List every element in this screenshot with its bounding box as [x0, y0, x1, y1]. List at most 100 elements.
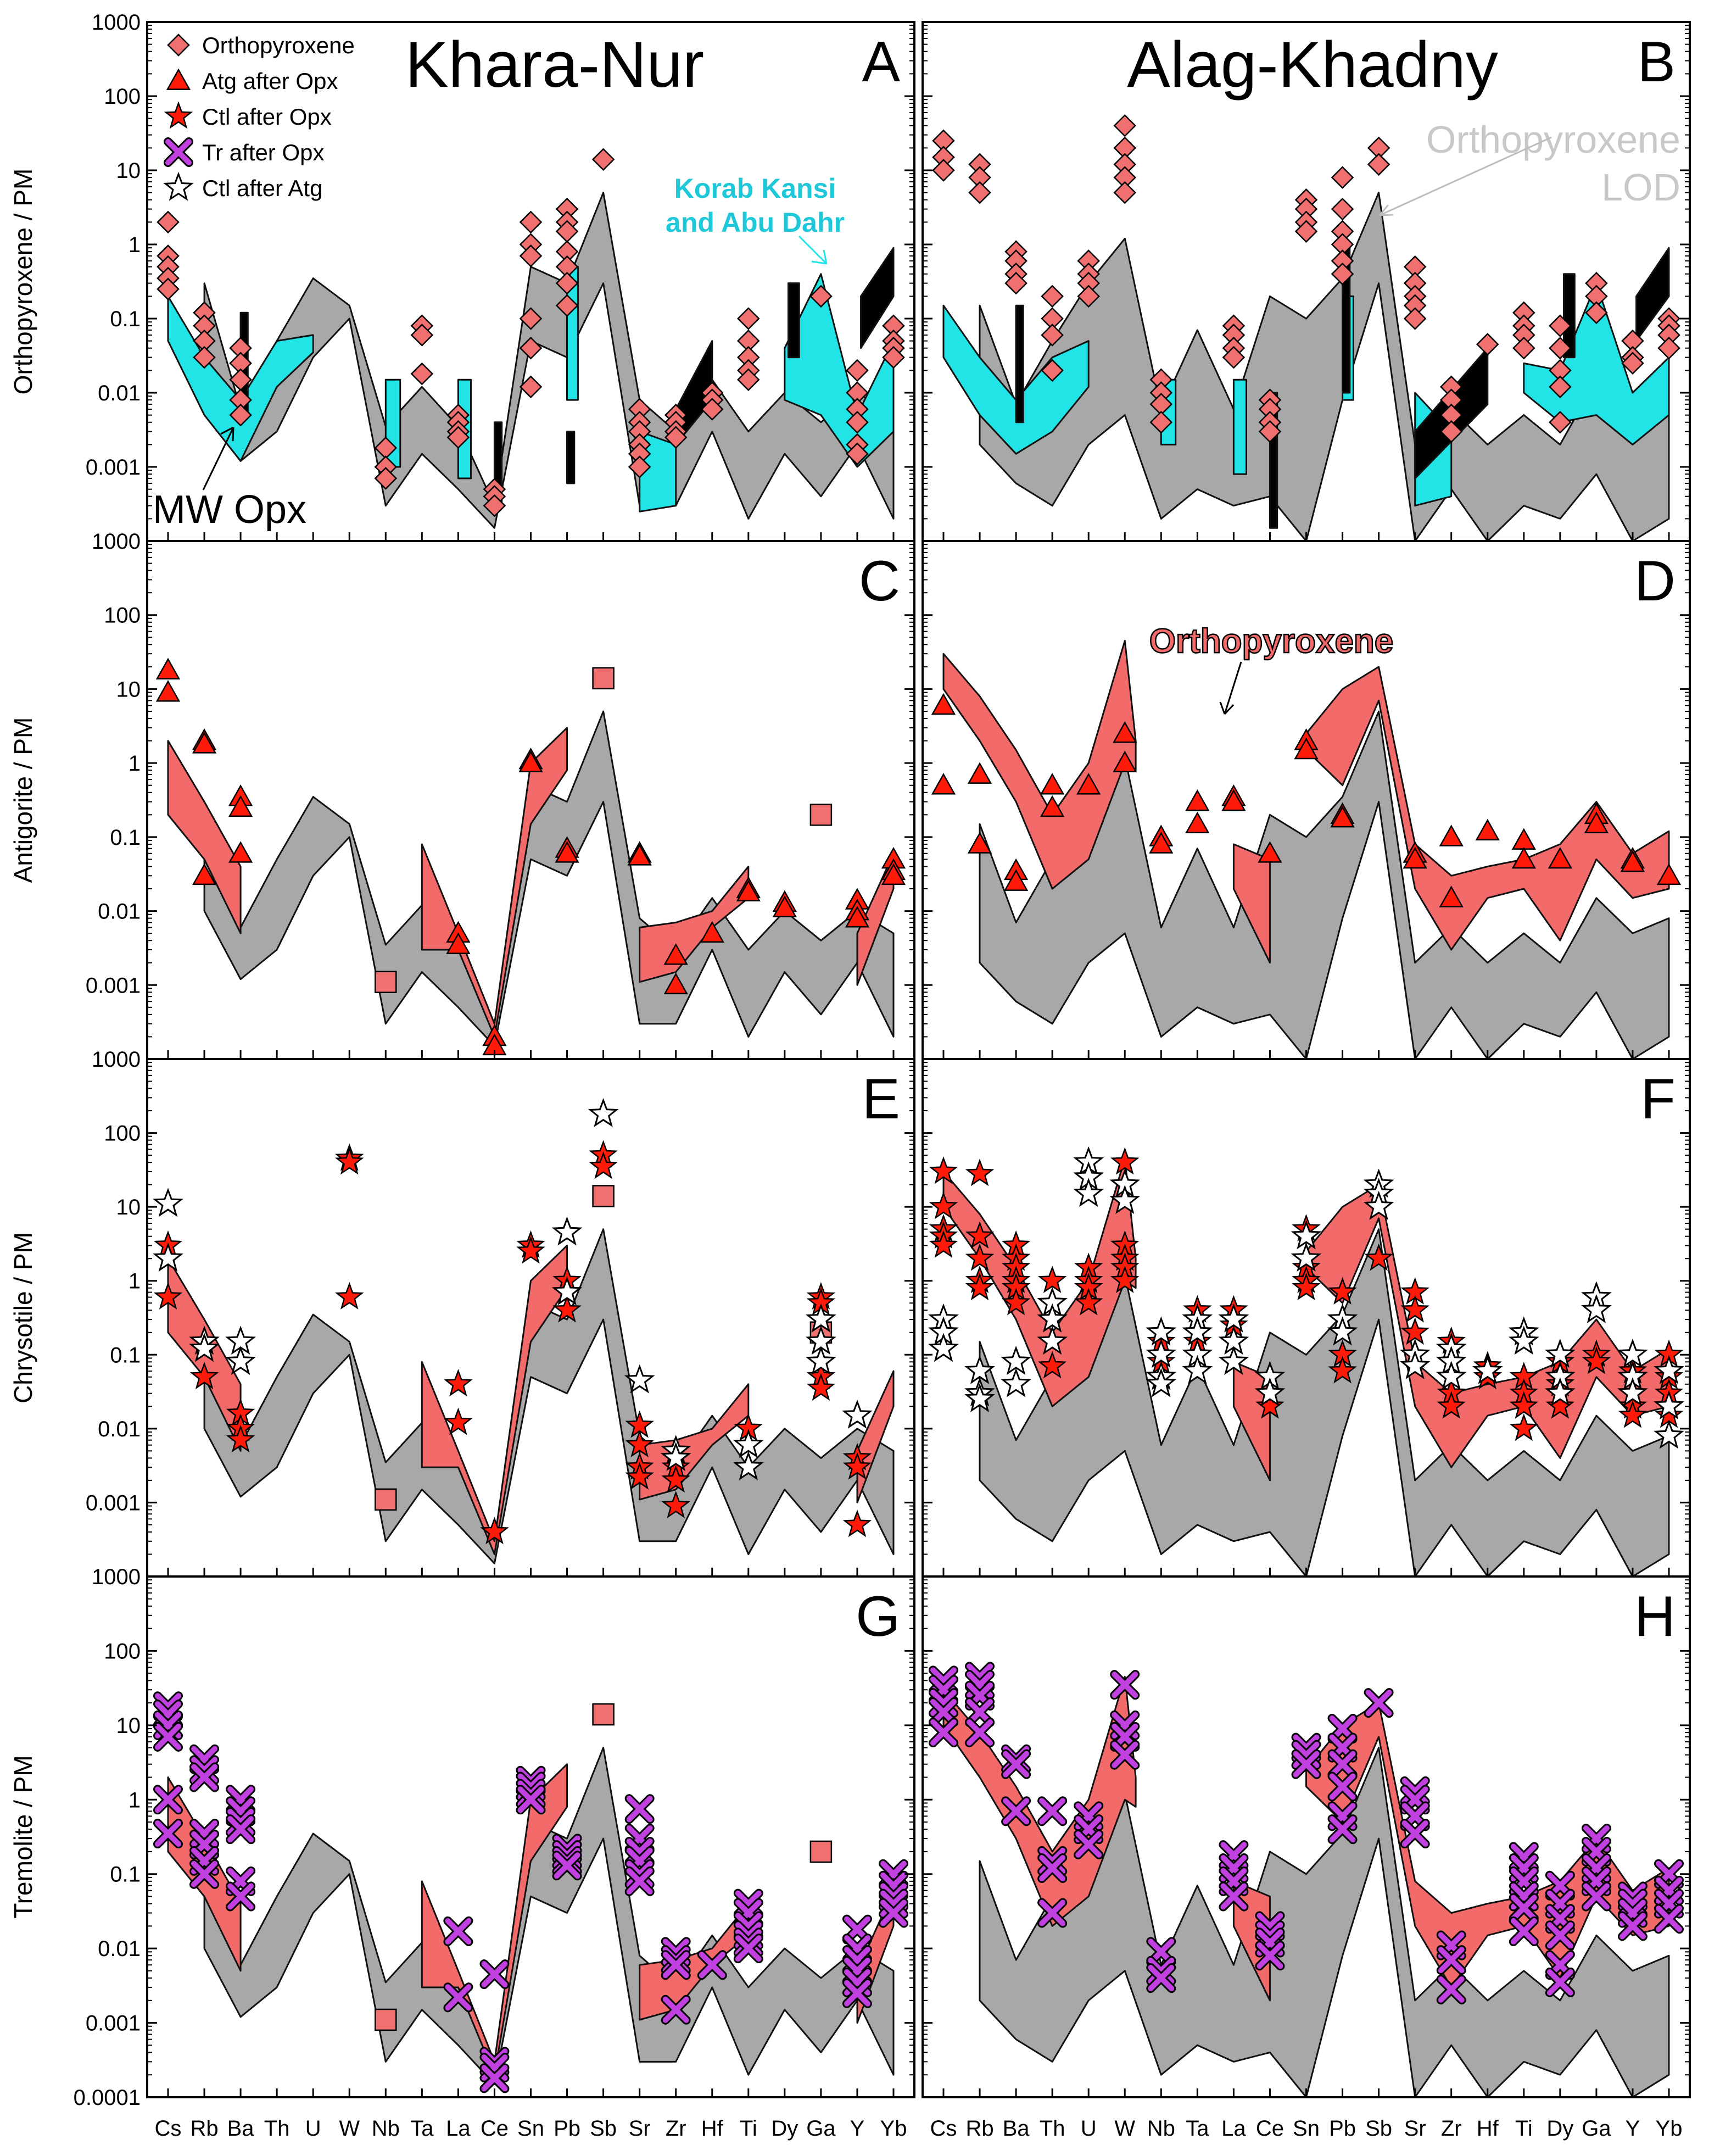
point-c-triangle — [736, 879, 761, 902]
point-e-star_white — [189, 1333, 220, 1362]
point-d-triangle — [1330, 805, 1355, 828]
point-f-star_white — [1508, 1325, 1539, 1355]
reference-fields — [167, 243, 1670, 2076]
point-d-triangle — [967, 762, 992, 784]
y-tick-label-g: 0.001 — [86, 2012, 141, 2036]
point-g-cross-core — [227, 1816, 254, 1843]
point-e-star_white — [225, 1346, 256, 1375]
korab-field-a-4 — [788, 282, 800, 359]
point-f-star_red — [1400, 1295, 1429, 1323]
x-tick-label-La: La — [1221, 2116, 1246, 2141]
legend-marker-cross-core — [165, 139, 192, 165]
mw-opx-field-b-5 — [1523, 282, 1670, 445]
point-f-star_white — [1654, 1355, 1684, 1384]
point-b-diamond — [1331, 166, 1354, 189]
point-d-triangle — [1113, 721, 1137, 743]
y-tick-label-c: 0.001 — [86, 973, 141, 998]
point-a-diamond — [446, 426, 470, 449]
point-c-square — [809, 804, 833, 826]
labels-layer: Khara-Nur Alag-Khadny Orthopyroxene Atg … — [9, 10, 1682, 2141]
y-tick-label-e: 10 — [116, 1195, 141, 1219]
point-h-cross-core — [1039, 1847, 1066, 1874]
point-a-diamond — [410, 324, 434, 347]
lod-band-b — [979, 192, 1670, 542]
point-h-cross-core — [1220, 1883, 1247, 1910]
point-a-diamond — [846, 442, 869, 465]
point-d-triangle — [1258, 841, 1282, 863]
point-h-cross-core — [1112, 1741, 1138, 1768]
point-b-diamond — [1041, 324, 1064, 347]
x-tick-label-Rb: Rb — [965, 2116, 993, 2141]
point-e-star_red — [842, 1452, 872, 1480]
x-tick-label-Ga: Ga — [1582, 2116, 1611, 2141]
opx-field-c-3 — [856, 853, 895, 986]
point-e-star_red — [226, 1425, 255, 1453]
point-b-diamond — [1549, 410, 1572, 434]
point-f-star_white — [1291, 1242, 1322, 1272]
point-d-triangle — [1113, 750, 1137, 772]
x-tick-label-Dy: Dy — [771, 2116, 798, 2141]
point-d-triangle — [1076, 773, 1101, 795]
point-f-star_red — [1292, 1273, 1321, 1301]
point-f-star_white — [1001, 1368, 1031, 1397]
point-e-star_red — [625, 1462, 654, 1490]
point-c-triangle — [192, 732, 217, 754]
point-c-triangle — [881, 863, 906, 885]
point-a-diamond — [809, 285, 833, 308]
point-a-diamond — [555, 294, 579, 317]
x-tick-label-Ti: Ti — [740, 2116, 757, 2141]
y-tick-label-e: 0.001 — [86, 1491, 141, 1515]
point-e-star_white — [588, 1098, 619, 1127]
opx-field-h-0 — [942, 1675, 1137, 1927]
point-b-diamond — [1403, 307, 1427, 330]
point-g-cross-core — [445, 1984, 472, 2011]
point-h-cross-core — [1510, 1895, 1537, 1921]
point-a-diamond — [700, 398, 724, 421]
point-e-star_red — [189, 1362, 219, 1390]
point-f-star_white — [1146, 1368, 1177, 1397]
y-tick-label-c: 0.1 — [110, 826, 141, 850]
point-c-triangle — [627, 844, 652, 866]
y-tick-label-e: 100 — [104, 1122, 141, 1146]
x-tick-label-Yb: Yb — [1656, 2116, 1683, 2141]
point-e-star_white — [733, 1429, 764, 1458]
point-e-star_white — [806, 1346, 836, 1375]
x-tick-label-W: W — [1114, 2116, 1135, 2141]
x-tick-label-Ga: Ga — [806, 2116, 836, 2141]
annotation-abu-dahr: and Abu Dahr — [666, 207, 845, 238]
x-tick-label-Sn: Sn — [517, 2116, 544, 2141]
point-f-star_red — [1328, 1277, 1357, 1305]
x-tick-label-Zr: Zr — [1441, 2116, 1462, 2141]
point-b-diamond — [1077, 285, 1100, 308]
point-f-star_red — [965, 1221, 995, 1249]
lod-band-d — [979, 710, 1670, 1060]
x-tick-label-Th: Th — [264, 2116, 290, 2141]
point-c-square — [592, 667, 615, 689]
point-h-cross-core — [1148, 1957, 1175, 1984]
point-g-cross-core — [517, 1786, 544, 1813]
point-b-diamond — [1041, 359, 1064, 382]
point-c-square — [375, 971, 397, 993]
point-h-cross-core — [1438, 1976, 1465, 2003]
point-f-star_white — [1472, 1355, 1503, 1384]
point-h-cross-core — [1546, 1969, 1573, 1996]
point-h-cross-core — [1293, 1751, 1320, 1778]
point-h-cross-core — [930, 1699, 957, 1726]
point-f-star_red — [965, 1243, 995, 1271]
point-b-diamond — [1113, 181, 1137, 204]
point-g-cross-core — [227, 1883, 254, 1910]
point-f-star_red — [965, 1158, 995, 1186]
point-f-star_red — [929, 1156, 958, 1184]
point-b-diamond — [1258, 420, 1282, 443]
point-g-cross-core — [662, 1996, 689, 2023]
point-f-star_white — [1254, 1377, 1286, 1407]
point-e-star_red — [480, 1517, 509, 1545]
point-f-star_white — [1545, 1377, 1576, 1407]
point-c-triangle — [228, 795, 253, 817]
panel-letter-g: G — [856, 1585, 900, 1648]
point-f-star_red — [1364, 1243, 1393, 1271]
korab-field-a-5 — [860, 247, 895, 349]
mw-opx-field-b-0 — [942, 304, 1090, 455]
y-axis-label-e: Chrysotile / PM — [9, 1232, 37, 1403]
point-f-star_white — [928, 1333, 959, 1362]
